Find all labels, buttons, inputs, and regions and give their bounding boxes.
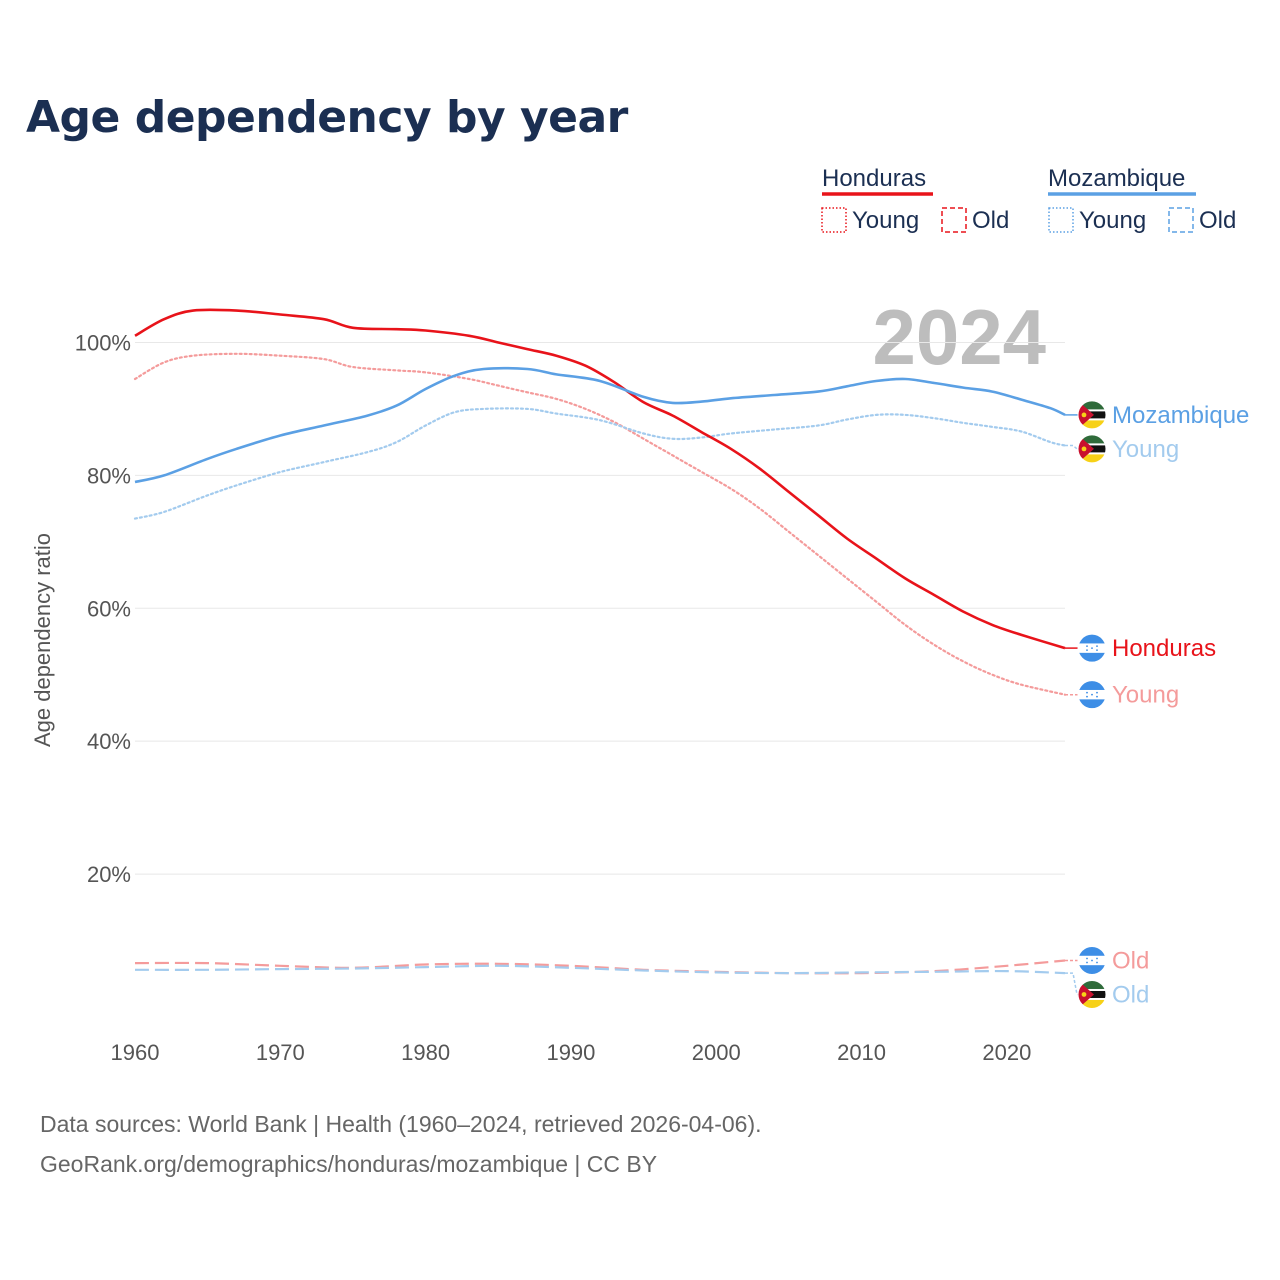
legend-swatch-honduras-young [821,207,847,233]
legend-group-honduras[interactable]: Honduras Young Old [821,165,1009,234]
x-tick-2000: 2000 [692,1040,741,1065]
y-axis-label: Age dependency ratio [30,533,55,747]
series-line-mozambique[interactable] [134,366,1066,484]
legend-label-honduras-old[interactable]: Old [972,207,1009,234]
legend-swatch-honduras-old [941,207,967,233]
end-mozambique-flag-icon [1077,400,1107,430]
end-mozambique-old-flag-icon [1077,979,1107,1009]
y-tick-40: 40% [87,729,131,754]
end-label-group-mozambique-young[interactable]: Young [1065,434,1179,464]
y-tick-100: 100% [75,330,131,355]
end-label-honduras-young: Young [1112,682,1179,709]
end-honduras-flag-icon [1077,633,1107,663]
end-label-honduras-old: Old [1112,947,1149,974]
x-axis-ticks: 1960 1970 1980 1990 2000 2010 2020 [111,1040,1032,1065]
x-tick-1970: 1970 [256,1040,305,1065]
series-line-mozambique-young[interactable] [133,407,1067,520]
legend: Honduras Young Old Mozambique Young Old [821,165,1236,234]
legend-label-mozambique-old[interactable]: Old [1199,207,1236,234]
footer-sources: Data sources: World Bank | Health (1960–… [40,1111,762,1137]
end-connector-mozambique-young [1065,444,1078,450]
y-tick-60: 60% [87,596,131,621]
series-line-mozambique-old[interactable] [134,964,1066,975]
legend-label-mozambique-young[interactable]: Young [1079,207,1146,234]
x-tick-1990: 1990 [546,1040,595,1065]
y-axis-ticks: 20% 40% 60% 80% 100% [75,330,131,887]
end-label-mozambique-old: Old [1112,981,1149,1008]
end-label-mozambique-young: Young [1112,436,1179,463]
end-label-mozambique: Mozambique [1112,402,1249,429]
end-label-group-mozambique-old[interactable]: Old [1065,972,1149,1009]
series-line-honduras-young[interactable] [133,352,1067,696]
gridlines [135,341,1065,875]
end-honduras-young-flag-icon [1077,680,1107,710]
end-label-group-mozambique[interactable]: Mozambique [1065,400,1249,430]
end-mozambique-young-flag-icon [1077,434,1107,464]
end-connector-mozambique-old [1065,972,1078,996]
x-tick-2010: 2010 [837,1040,886,1065]
end-label-honduras: Honduras [1112,635,1216,662]
end-label-group-honduras-young[interactable]: Young [1065,680,1179,710]
y-tick-80: 80% [87,463,131,488]
series-lines [133,308,1067,975]
year-watermark: 2024 [872,293,1046,381]
legend-label-honduras-young[interactable]: Young [852,207,919,234]
end-label-group-honduras-old[interactable]: Old [1065,945,1149,975]
chart-title: Age dependency by year [26,92,629,143]
end-label-group-honduras[interactable]: Honduras [1065,633,1216,663]
x-tick-2020: 2020 [982,1040,1031,1065]
x-tick-1980: 1980 [401,1040,450,1065]
footer-attribution: GeoRank.org/demographics/honduras/mozamb… [40,1151,657,1177]
legend-country-mozambique: Mozambique [1048,165,1185,192]
y-tick-20: 20% [87,862,131,887]
legend-swatch-mozambique-old [1168,207,1194,233]
legend-group-mozambique[interactable]: Mozambique Young Old [1048,165,1236,234]
end-honduras-old-flag-icon [1077,945,1107,975]
end-labels: Honduras Young Old Mozambique Young Old [1065,400,1249,1009]
x-tick-1960: 1960 [111,1040,160,1065]
legend-country-honduras: Honduras [822,165,926,192]
legend-swatch-mozambique-young [1048,207,1074,233]
